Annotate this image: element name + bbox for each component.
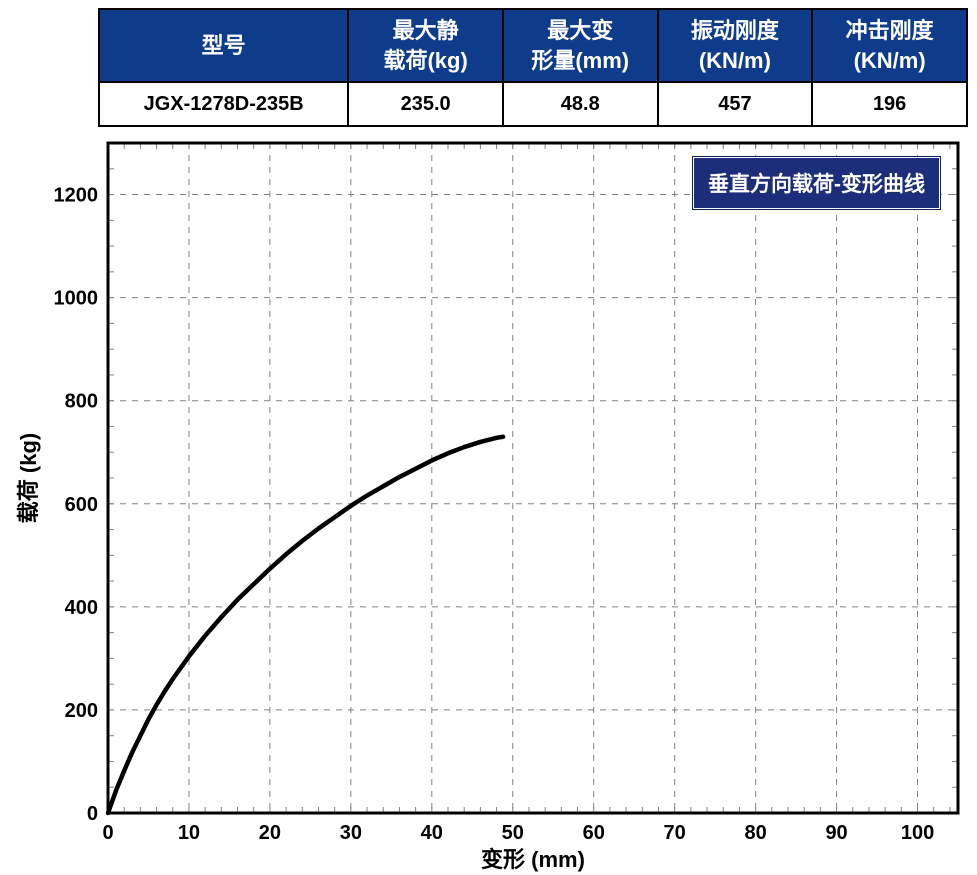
col-header-text-l1: 冲击刚度 xyxy=(846,18,934,43)
x-tick-label: 40 xyxy=(421,822,443,844)
x-tick-label: 100 xyxy=(901,822,934,844)
col-header-text-l2: 形量(mm) xyxy=(531,48,629,73)
col-header-text-l1: 振动刚度 xyxy=(691,18,779,43)
x-tick-label: 0 xyxy=(102,822,113,844)
y-axis-label: 载荷 (kg) xyxy=(16,433,41,523)
legend-label: 垂直方向载荷-变形曲线 xyxy=(708,173,925,196)
col-header-text-l2: (KN/m) xyxy=(699,48,771,73)
col-header-text-l1: 最大变 xyxy=(547,18,613,43)
cell-model: JGX-1278D-235B xyxy=(99,82,348,126)
y-tick-label: 800 xyxy=(65,391,98,413)
x-axis-label: 变形 (mm) xyxy=(481,847,585,872)
col-header-max-deform: 最大变 形量(mm) xyxy=(503,9,658,82)
x-tick-label: 50 xyxy=(502,822,524,844)
cell-vib-stiff: 457 xyxy=(658,82,813,126)
chart-svg: 0102030405060708090100020040060080010001… xyxy=(10,135,970,875)
x-tick-label: 20 xyxy=(259,822,281,844)
x-tick-label: 90 xyxy=(825,822,847,844)
x-tick-label: 10 xyxy=(178,822,200,844)
x-tick-label: 70 xyxy=(664,822,686,844)
spec-table: 型号 最大静 载荷(kg) 最大变 形量(mm) 振动刚度 (KN/m) 冲击刚… xyxy=(98,8,968,127)
x-tick-label: 30 xyxy=(340,822,362,844)
col-header-text-l2: 载荷(kg) xyxy=(383,48,467,73)
col-header-text: 型号 xyxy=(202,33,246,58)
y-tick-label: 1200 xyxy=(54,185,99,207)
col-header-impact-stiff: 冲击刚度 (KN/m) xyxy=(812,9,967,82)
chart-legend: 垂直方向载荷-变形曲线 xyxy=(693,157,940,209)
table-row: JGX-1278D-235B 235.0 48.8 457 196 xyxy=(99,82,967,126)
y-tick-label: 400 xyxy=(65,597,98,619)
cell-max-deform: 48.8 xyxy=(503,82,658,126)
col-header-model: 型号 xyxy=(99,9,348,82)
col-header-vib-stiff: 振动刚度 (KN/m) xyxy=(658,9,813,82)
col-header-text-l1: 最大静 xyxy=(393,18,459,43)
y-tick-label: 200 xyxy=(65,700,98,722)
x-tick-label: 80 xyxy=(744,822,766,844)
col-header-max-static: 最大静 载荷(kg) xyxy=(348,9,503,82)
load-deflection-chart: 0102030405060708090100020040060080010001… xyxy=(10,135,970,875)
table-header-row: 型号 最大静 载荷(kg) 最大变 形量(mm) 振动刚度 (KN/m) 冲击刚… xyxy=(99,9,967,82)
y-tick-label: 600 xyxy=(65,494,98,516)
y-tick-label: 1000 xyxy=(54,288,99,310)
cell-max-static: 235.0 xyxy=(348,82,503,126)
cell-impact-stiff: 196 xyxy=(812,82,967,126)
x-tick-label: 60 xyxy=(583,822,605,844)
col-header-text-l2: (KN/m) xyxy=(854,48,926,73)
y-tick-label: 0 xyxy=(87,803,98,825)
